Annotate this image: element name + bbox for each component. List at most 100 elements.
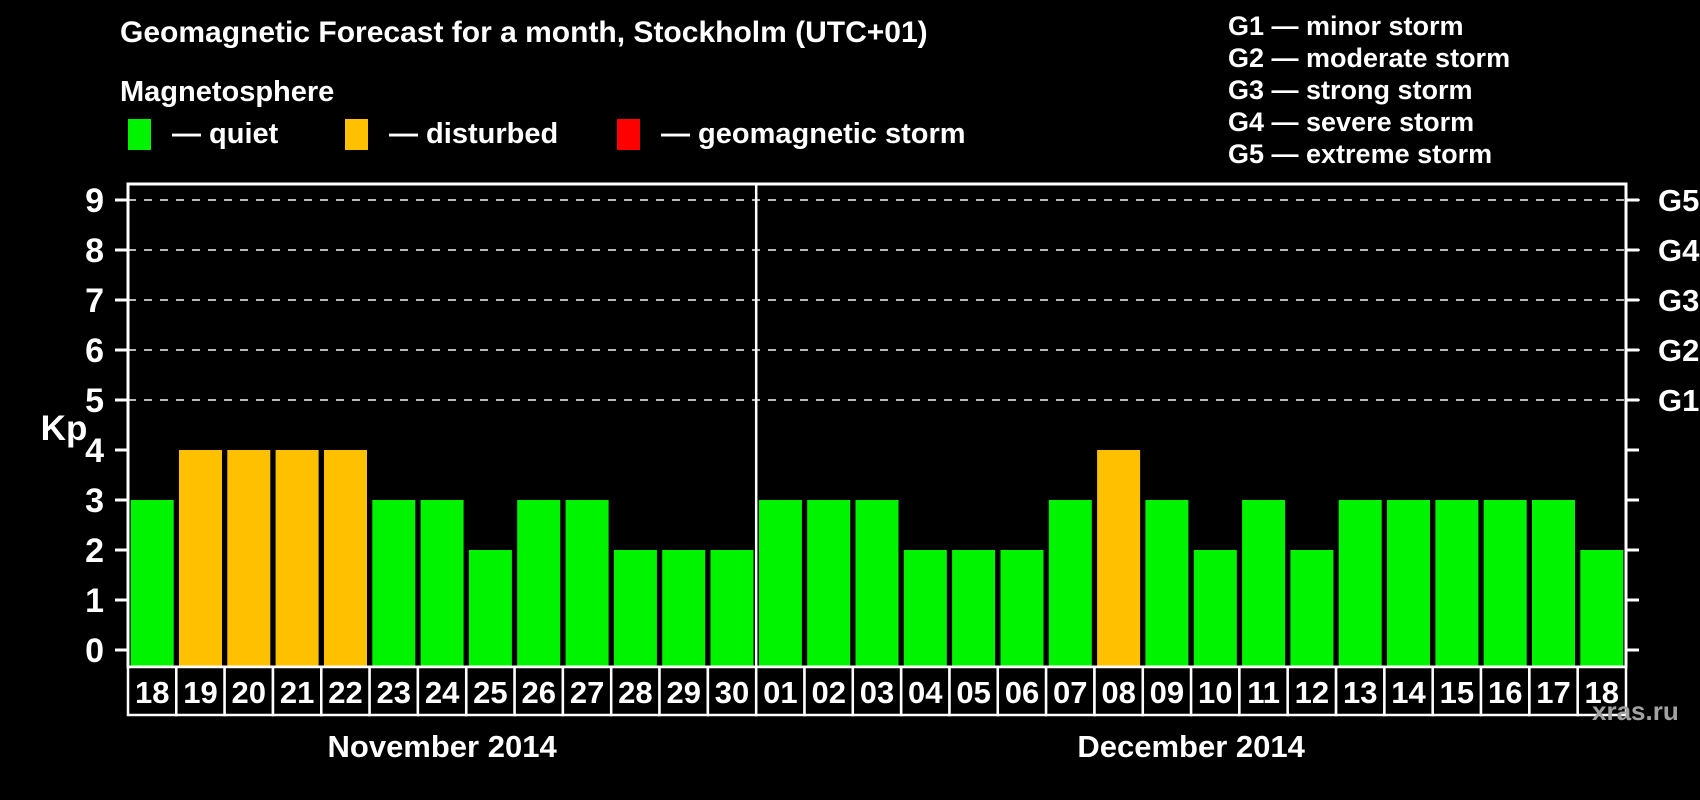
kp-bar-12 xyxy=(1290,550,1334,667)
quiet-label: — quiet xyxy=(172,117,279,150)
day-label-13: 13 xyxy=(1343,675,1377,710)
kp-bar-30 xyxy=(710,550,754,667)
day-cell-13 xyxy=(1334,665,1386,717)
g1-legend-line: G1 — minor storm xyxy=(1228,11,1464,41)
day-label-24: 24 xyxy=(425,675,460,710)
day-cell-22 xyxy=(320,665,371,717)
kp-bar-16 xyxy=(1483,500,1527,667)
kp-bar-05 xyxy=(952,550,996,667)
day-cell-15 xyxy=(1431,665,1483,717)
kp-bar-15 xyxy=(1435,500,1479,667)
page-title: Geomagnetic Forecast for a month, Stockh… xyxy=(120,16,928,49)
legend-item-geomagnetic-storm: — geomagnetic storm xyxy=(617,117,966,151)
kp-bar-19 xyxy=(179,450,222,667)
kp-bar-24 xyxy=(420,500,464,667)
right-axis-label-g4: G4 xyxy=(1658,233,1700,268)
y-axis-label-0: 0 xyxy=(85,632,104,670)
kp-bar-10 xyxy=(1193,550,1237,667)
kp-bar-20 xyxy=(227,450,271,667)
storm-label: — geomagnetic storm xyxy=(661,117,966,150)
y-axis-label-2: 2 xyxy=(85,532,104,570)
kp-bar-21 xyxy=(275,450,319,667)
kp-bar-28 xyxy=(613,550,657,667)
kp-bar-25 xyxy=(468,550,512,667)
kp-bar-04 xyxy=(903,550,947,667)
right-axis-label-g5: G5 xyxy=(1658,183,1699,218)
day-label-22: 22 xyxy=(328,675,362,710)
day-label-17: 17 xyxy=(1536,675,1570,710)
day-label-07: 07 xyxy=(1053,675,1087,710)
day-label-23: 23 xyxy=(377,675,411,710)
day-cell-30 xyxy=(706,665,758,717)
day-cell-07 xyxy=(1044,665,1096,717)
day-cell-14 xyxy=(1383,665,1434,717)
kp-bar-29 xyxy=(662,550,706,667)
day-label-12: 12 xyxy=(1295,675,1329,710)
y-axis-label-5: 5 xyxy=(85,382,104,420)
y-axis-label-9: 9 xyxy=(85,182,104,220)
kp-bar-08 xyxy=(1097,450,1141,667)
day-label-04: 04 xyxy=(908,675,943,710)
disturbed-color-swatch xyxy=(345,118,368,150)
disturbed-label: — disturbed xyxy=(389,117,559,150)
day-label-06: 06 xyxy=(1005,675,1039,710)
kp-bar-26 xyxy=(517,500,561,667)
kp-bar-14 xyxy=(1387,500,1430,667)
day-label-27: 27 xyxy=(570,675,604,710)
day-cell-18 xyxy=(1576,665,1628,717)
day-cell-04 xyxy=(899,665,951,717)
kp-bar-02 xyxy=(807,500,851,667)
g3-legend-line: G3 — strong storm xyxy=(1228,75,1473,105)
day-label-15: 15 xyxy=(1440,675,1474,710)
day-cell-28 xyxy=(609,665,661,717)
day-label-02: 02 xyxy=(811,675,845,710)
day-cell-10 xyxy=(1189,665,1241,717)
g-scale-legend: G1 — minor storm G2 — moderate storm G3 … xyxy=(1228,10,1510,170)
y-axis-label-1: 1 xyxy=(85,582,104,620)
day-label-20: 20 xyxy=(232,675,266,710)
day-label-19: 19 xyxy=(183,675,217,710)
day-cell-01 xyxy=(754,665,806,717)
day-label-03: 03 xyxy=(860,675,894,710)
kp-bar-09 xyxy=(1145,500,1189,667)
day-label-14: 14 xyxy=(1391,675,1426,710)
right-axis-label-g1: G1 xyxy=(1658,383,1699,418)
kp-bar-06 xyxy=(1000,550,1044,667)
day-cell-08 xyxy=(1093,665,1145,717)
day-label-28: 28 xyxy=(618,675,652,710)
storm-color-swatch xyxy=(617,118,640,150)
right-axis-label-g3: G3 xyxy=(1658,283,1699,318)
kp-bar-11 xyxy=(1242,500,1286,667)
day-cell-20 xyxy=(223,665,275,717)
y-axis-label-4: 4 xyxy=(85,432,104,470)
month-label-november: November 2014 xyxy=(328,729,558,764)
day-cell-26 xyxy=(513,665,565,717)
kp-axis-title: Kp xyxy=(41,409,88,448)
g5-legend-line: G5 — extreme storm xyxy=(1228,139,1493,169)
day-label-30: 30 xyxy=(715,675,749,710)
xras-watermark: xras.ru xyxy=(1592,696,1679,726)
day-label-11: 11 xyxy=(1247,675,1280,710)
legend-item-disturbed: — disturbed xyxy=(345,117,558,151)
day-label-16: 16 xyxy=(1488,675,1522,710)
day-label-18: 18 xyxy=(135,675,169,710)
day-cell-09 xyxy=(1141,665,1193,717)
day-cell-23 xyxy=(368,665,420,717)
month-label-december: December 2014 xyxy=(1077,729,1305,764)
y-axis-label-7: 7 xyxy=(85,282,104,320)
right-axis-label-g2: G2 xyxy=(1658,333,1699,368)
g2-legend-line: G2 — moderate storm xyxy=(1228,43,1511,73)
y-axis-label-3: 3 xyxy=(85,482,104,520)
y-axis-label-6: 6 xyxy=(85,332,104,370)
legend-item-quiet: — quiet xyxy=(128,117,278,151)
day-label-21: 21 xyxy=(280,675,314,710)
day-label-29: 29 xyxy=(666,675,700,710)
day-label-01: 01 xyxy=(763,675,797,710)
day-cell-11 xyxy=(1238,665,1289,717)
kp-bar-13 xyxy=(1338,500,1382,667)
kp-bar-27 xyxy=(565,500,609,667)
day-label-09: 09 xyxy=(1150,675,1184,710)
kp-bar-01 xyxy=(758,500,802,667)
